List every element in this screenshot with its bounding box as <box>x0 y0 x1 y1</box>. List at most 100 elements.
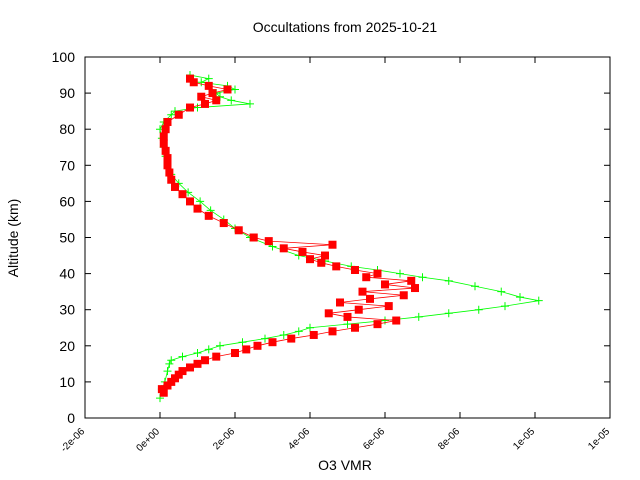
point <box>264 237 273 246</box>
point <box>287 334 296 343</box>
point <box>204 74 213 83</box>
point <box>343 320 352 329</box>
point <box>212 352 221 361</box>
x-tick-label: 6e-06 <box>361 426 387 452</box>
point <box>163 117 172 126</box>
y-tick-label: 50 <box>59 230 75 246</box>
point <box>212 96 221 105</box>
point <box>474 305 483 314</box>
point <box>167 110 176 119</box>
point <box>396 269 404 278</box>
point <box>501 302 509 311</box>
point <box>249 233 258 242</box>
point <box>351 323 359 332</box>
point <box>238 338 247 347</box>
point <box>246 99 254 108</box>
point <box>392 316 401 325</box>
point <box>167 175 176 184</box>
point <box>197 78 206 87</box>
point <box>186 363 194 372</box>
point <box>332 262 341 271</box>
point <box>161 125 170 134</box>
point <box>196 197 205 206</box>
point <box>411 284 419 293</box>
point <box>163 367 172 376</box>
point <box>242 345 251 354</box>
point <box>208 89 217 98</box>
x-tick-label: 1e-05 <box>586 426 612 452</box>
point <box>204 81 213 90</box>
point <box>227 96 236 105</box>
y-tick-label: 90 <box>59 85 75 101</box>
y-tick-label: 60 <box>59 193 75 209</box>
point <box>231 349 239 358</box>
point <box>204 211 213 220</box>
point <box>351 265 359 274</box>
point <box>178 352 187 361</box>
x-axis-label: O3 VMR <box>318 457 372 473</box>
point <box>343 312 352 321</box>
point <box>174 110 183 119</box>
y-tick-label: 70 <box>59 157 75 173</box>
point <box>324 309 333 318</box>
point <box>165 359 174 368</box>
x-tick-label: 0e+00 <box>134 426 162 454</box>
point <box>223 85 232 94</box>
point <box>381 280 389 289</box>
plot-border <box>84 56 611 419</box>
point <box>201 99 209 108</box>
point <box>279 244 288 253</box>
y-tick-label: 80 <box>59 121 75 137</box>
point <box>219 219 228 228</box>
point <box>197 92 206 101</box>
point <box>384 302 393 311</box>
point <box>358 287 367 296</box>
point <box>516 293 524 302</box>
point <box>167 356 176 365</box>
point <box>193 349 202 358</box>
point <box>418 273 427 282</box>
series-line <box>161 78 416 393</box>
point <box>165 168 174 177</box>
point <box>373 269 382 278</box>
series-line <box>159 74 539 399</box>
point <box>193 204 202 213</box>
point <box>253 341 262 350</box>
point <box>201 356 209 365</box>
x-tick-label: 4e-06 <box>286 426 312 452</box>
point <box>163 161 172 170</box>
point <box>193 359 202 368</box>
point <box>159 139 168 148</box>
point <box>268 338 277 347</box>
point <box>366 294 374 303</box>
point <box>261 334 269 343</box>
x-tick-label: 8e-06 <box>436 426 462 452</box>
y-tick-label: 20 <box>59 338 75 354</box>
point <box>163 154 172 163</box>
point <box>159 132 168 141</box>
point <box>171 182 179 191</box>
point <box>336 298 344 307</box>
chart-title: Occultations from 2025-10-21 <box>253 19 438 35</box>
y-tick-label: 30 <box>59 302 75 318</box>
point <box>178 367 187 376</box>
point <box>328 327 337 336</box>
x-tick-label: -2e-06 <box>59 426 88 455</box>
point <box>471 282 479 291</box>
point <box>317 258 326 267</box>
point <box>306 323 314 332</box>
y-tick-label: 10 <box>59 374 75 390</box>
point <box>204 345 213 354</box>
y-tick-label: 40 <box>59 266 75 282</box>
y-tick-label: 0 <box>67 410 75 426</box>
point <box>362 273 371 282</box>
point <box>298 247 307 256</box>
point <box>216 341 224 350</box>
point <box>157 385 166 394</box>
point <box>186 103 194 112</box>
point <box>294 327 303 336</box>
y-axis-label: Altitude (km) <box>5 199 21 278</box>
point <box>407 276 416 285</box>
point <box>444 309 453 318</box>
